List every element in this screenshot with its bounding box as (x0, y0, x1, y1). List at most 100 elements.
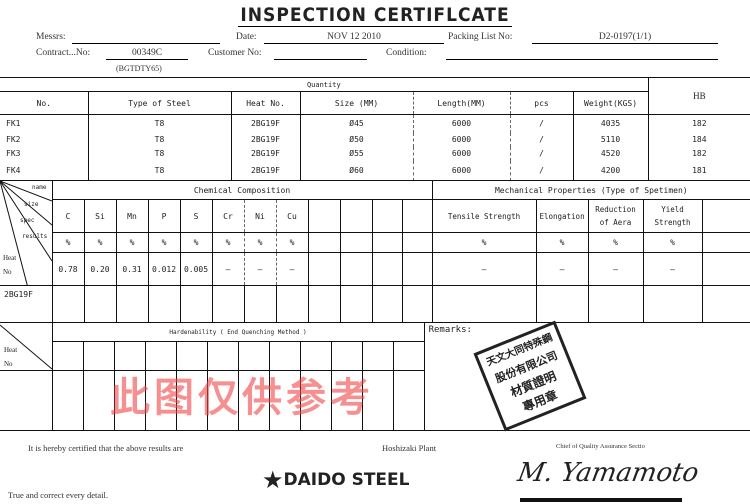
heat-cell-2 (115, 285, 149, 323)
col-size: Size (MM) (299, 91, 414, 115)
chem-elements-10 (371, 199, 403, 233)
mech-title: Mechanical Properties (Type of Spetimen) (431, 180, 750, 200)
condition-label: Condition: (386, 48, 427, 58)
hard-cell-6 (237, 370, 270, 431)
cell-2: 2BG19F (230, 160, 301, 181)
table-row: FK2 T8 2BG19F Ø50 6000/5110 184 (0, 132, 750, 147)
hard-cell-7 (268, 341, 301, 371)
messrs-field (72, 32, 220, 44)
true-text: True and correct every detail. (8, 490, 108, 500)
chem-elements-11 (401, 199, 433, 233)
cell-4: 6000 (412, 160, 511, 181)
mech-elements-2: Reduction of Aera (587, 199, 644, 233)
cell-5: / (509, 146, 574, 161)
chem-elements-5: Cr (211, 199, 245, 233)
cell-0: FK1 (0, 114, 89, 133)
cell-5: / (509, 114, 574, 133)
hard-cell-4 (175, 370, 208, 431)
heat-cell-0 (51, 285, 85, 323)
heat-cell-13 (535, 285, 589, 323)
hard-cell-11 (392, 370, 425, 431)
chem-values-3: 0.012 (147, 252, 181, 286)
mech-units-2: % (587, 232, 644, 253)
chem-title: Chemical Composition (51, 180, 433, 200)
chem-elements-1: Si (83, 199, 117, 233)
diagonal-line (0, 324, 51, 369)
star-icon: ★ (262, 466, 284, 494)
chem-values-2: 0.31 (115, 252, 149, 286)
col-length: Length(MM) (412, 91, 511, 115)
hard-cell-10 (361, 341, 394, 371)
heat-no-value: 2BG19F (0, 285, 53, 323)
hard-cell-11 (392, 341, 425, 371)
heat-cell-15 (642, 285, 703, 323)
cell-3: Ø60 (299, 160, 414, 181)
chem-elements-8 (307, 199, 341, 233)
col-type: Type of Steel (87, 91, 232, 115)
cell-6: 4520 (572, 146, 649, 161)
date-field: NOV 12 2010 (264, 32, 444, 44)
cell-5: / (509, 132, 574, 147)
heat-cell-3 (147, 285, 181, 323)
corner-name: name (32, 184, 47, 191)
packing-field: D2-0197(1/1) (532, 32, 718, 44)
heat-cell-11 (401, 285, 433, 323)
cell-3: Ø45 (299, 114, 414, 133)
heat-cell-16 (701, 285, 750, 323)
cell-2: 2BG19F (230, 132, 301, 147)
chem-units-1: % (83, 232, 117, 253)
heat-no-corner-cell: name size spec results Heat No (0, 180, 53, 286)
hard-cell-0 (51, 341, 84, 371)
mech-elements-1: Elongation (535, 199, 589, 233)
remarks-label: Remarks: (428, 325, 472, 335)
col-weight: Weight(KGS) (572, 91, 649, 115)
heat-cell-8 (307, 285, 341, 323)
chem-units-7: % (275, 232, 309, 253)
table-row: FK3 T8 2BG19F Ø55 6000/4520 182 (0, 146, 750, 161)
chem-values-8 (307, 252, 341, 286)
cell-6: 5110 (572, 132, 649, 147)
cell-3: Ø55 (299, 146, 414, 161)
signature: M. Yamamoto (515, 458, 702, 488)
hard-cell-1 (82, 370, 115, 431)
document-title: INSPECTION CERTIFLCATE (238, 4, 512, 27)
hard-cell-5 (206, 341, 239, 371)
cell-7: 184 (647, 132, 750, 147)
chem-elements-3: P (147, 199, 181, 233)
hard-cell-8 (299, 370, 332, 431)
corner-spec: spec (20, 217, 35, 224)
cell-4: 6000 (412, 146, 511, 161)
properties-table: name size spec results Heat No Chemical … (0, 180, 750, 323)
hard-corner-cell: Heat No (0, 322, 53, 371)
heat-cell-4 (179, 285, 213, 323)
chem-elements-7: Cu (275, 199, 309, 233)
cell-0: FK2 (0, 132, 89, 147)
hard-cell-5 (206, 370, 239, 431)
chem-elements-4: S (179, 199, 213, 233)
mech-units-1: % (535, 232, 589, 253)
chem-units-2: % (115, 232, 149, 253)
chem-units-4: % (179, 232, 213, 253)
hard-cell-4 (175, 341, 208, 371)
hard-cell-10 (361, 370, 394, 431)
heat-cell-7 (275, 285, 309, 323)
plant-text: Hoshizaki Plant (382, 443, 437, 453)
hard-cell-7 (268, 370, 301, 431)
certify-text: It is hereby certified that the above re… (28, 443, 184, 453)
heat-cell-9 (339, 285, 373, 323)
messrs-label: Messrs: (36, 32, 66, 42)
cell-7: 182 (647, 114, 750, 133)
mech-values-2: – (587, 252, 644, 286)
contract-label: Contract...No: (36, 48, 91, 58)
hard-cell-1 (82, 341, 115, 371)
cell-5: / (509, 160, 574, 181)
hard-cell-9 (330, 370, 363, 431)
chem-elements-0: C (51, 199, 85, 233)
mech-values-3: – (642, 252, 703, 286)
cell-0: FK3 (0, 146, 89, 161)
col-pcs: pcs (509, 91, 574, 115)
chief-text: Chief of Quality Assurance Sectio (556, 443, 645, 450)
hard-cell-6 (237, 341, 270, 371)
mech-units-4 (701, 232, 750, 253)
cell-1: T8 (87, 160, 232, 181)
